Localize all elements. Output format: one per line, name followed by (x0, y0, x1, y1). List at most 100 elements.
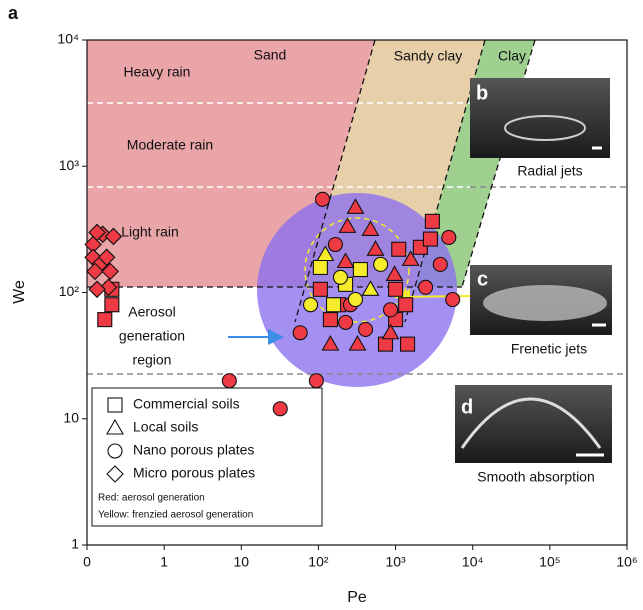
x-axis-title: Pe (347, 589, 367, 606)
legend-note: Yellow: frenzied aerosol generation (98, 510, 253, 521)
marker-circle (272, 401, 288, 417)
region-label: Light rain (121, 224, 179, 240)
marker-triangle (385, 265, 404, 281)
marker-triangle (401, 250, 420, 266)
marker-triangle (316, 245, 335, 262)
marker-diamond (88, 280, 106, 299)
y-tick-label: 10 (63, 409, 79, 425)
inset-label: b (476, 82, 488, 104)
marker-circle (327, 236, 343, 253)
marker-square (424, 213, 440, 229)
y-tick-label: 10² (59, 283, 80, 299)
marker-circle (332, 269, 349, 285)
marker-circle (441, 229, 457, 245)
region-label: generation (119, 328, 185, 344)
marker-square (398, 297, 414, 313)
marker-square (352, 261, 368, 278)
soil-boundary (404, 39, 486, 323)
y-tick-label: 10⁴ (57, 31, 79, 47)
legend-marker (106, 418, 124, 435)
marker-circle (308, 373, 324, 389)
marker-diamond (101, 262, 120, 281)
inset-drop (483, 285, 607, 321)
marker-triangle (366, 240, 385, 256)
x-tick-label: 10 (233, 554, 249, 570)
marker-square (312, 259, 328, 275)
panel-label: a (8, 3, 19, 23)
marker-triangle (381, 323, 400, 340)
marker-square (388, 281, 404, 297)
marker-circle (302, 297, 319, 313)
legend-marker (107, 443, 123, 459)
inset-caption: Smooth absorption (477, 469, 595, 485)
marker-diamond (88, 223, 106, 242)
marker-triangle (361, 280, 380, 296)
marker-circle (445, 291, 461, 308)
inset-drop (460, 397, 602, 449)
legend-marker (106, 465, 124, 483)
inset-image (470, 78, 610, 158)
marker-triangle (321, 335, 340, 351)
x-tick-label: 0 (83, 554, 91, 570)
marker-square (325, 297, 342, 313)
marker-square (422, 231, 438, 247)
soil-boundary (294, 39, 376, 323)
marker-circle (432, 256, 448, 272)
marker-circle (418, 279, 434, 295)
marker-circle (338, 314, 354, 330)
frenzied-region (304, 217, 410, 323)
marker-triangle (361, 220, 380, 236)
marker-diamond (99, 278, 118, 297)
region-label: Sandy clay (394, 48, 462, 64)
marker-square (391, 241, 407, 257)
inset-image (455, 385, 612, 463)
legend-marker (107, 397, 123, 413)
marker-diamond (104, 227, 123, 246)
marker-circle (373, 256, 389, 272)
x-tick-label: 1 (160, 554, 168, 570)
inset-caption: Frenetic jets (511, 341, 587, 357)
y-tick-label: 10³ (59, 157, 80, 173)
y-axis-title: We (11, 280, 28, 304)
inset-drop (504, 115, 586, 141)
inset-label: d (461, 396, 473, 418)
x-tick-label: 10⁴ (462, 554, 484, 570)
inset-caption: Radial jets (517, 163, 582, 179)
region-label: Moderate rain (127, 137, 213, 153)
marker-circle (347, 291, 364, 308)
legend-note: Red: aerosol generation (98, 493, 205, 504)
marker-diamond (86, 262, 104, 281)
marker-square (312, 281, 328, 297)
legend-label: Nano porous plates (133, 442, 254, 458)
marker-circle (314, 191, 331, 207)
legend-label: Micro porous plates (133, 465, 255, 481)
x-tick-label: 10⁶ (616, 554, 637, 570)
region-label: Heavy rain (124, 64, 191, 80)
legend-label: Local soils (133, 419, 198, 435)
x-tick-label: 10³ (385, 554, 406, 570)
legend-label: Commercial soils (133, 396, 240, 412)
marker-triangle (348, 335, 367, 351)
marker-triangle (338, 217, 357, 233)
region-label: region (133, 352, 172, 368)
marker-triangle (346, 198, 365, 214)
marker-diamond (97, 248, 116, 267)
marker-circle (221, 373, 237, 389)
marker-triangle (336, 252, 355, 269)
marker-square (322, 312, 338, 328)
inset-label: c (477, 268, 488, 290)
y-tick-label: 1 (71, 536, 79, 552)
marker-square (97, 312, 113, 328)
x-tick-label: 10² (308, 554, 329, 570)
insets (228, 78, 612, 463)
marker-square (104, 297, 120, 313)
marker-circle (292, 325, 308, 341)
marker-square (400, 336, 416, 352)
marker-circle (357, 321, 374, 337)
x-tick-label: 10⁵ (539, 554, 560, 570)
region-label: Sand (254, 47, 287, 63)
region-label: Aerosol (128, 304, 175, 320)
marker-circle (382, 302, 399, 318)
region-label: Clay (498, 48, 526, 64)
